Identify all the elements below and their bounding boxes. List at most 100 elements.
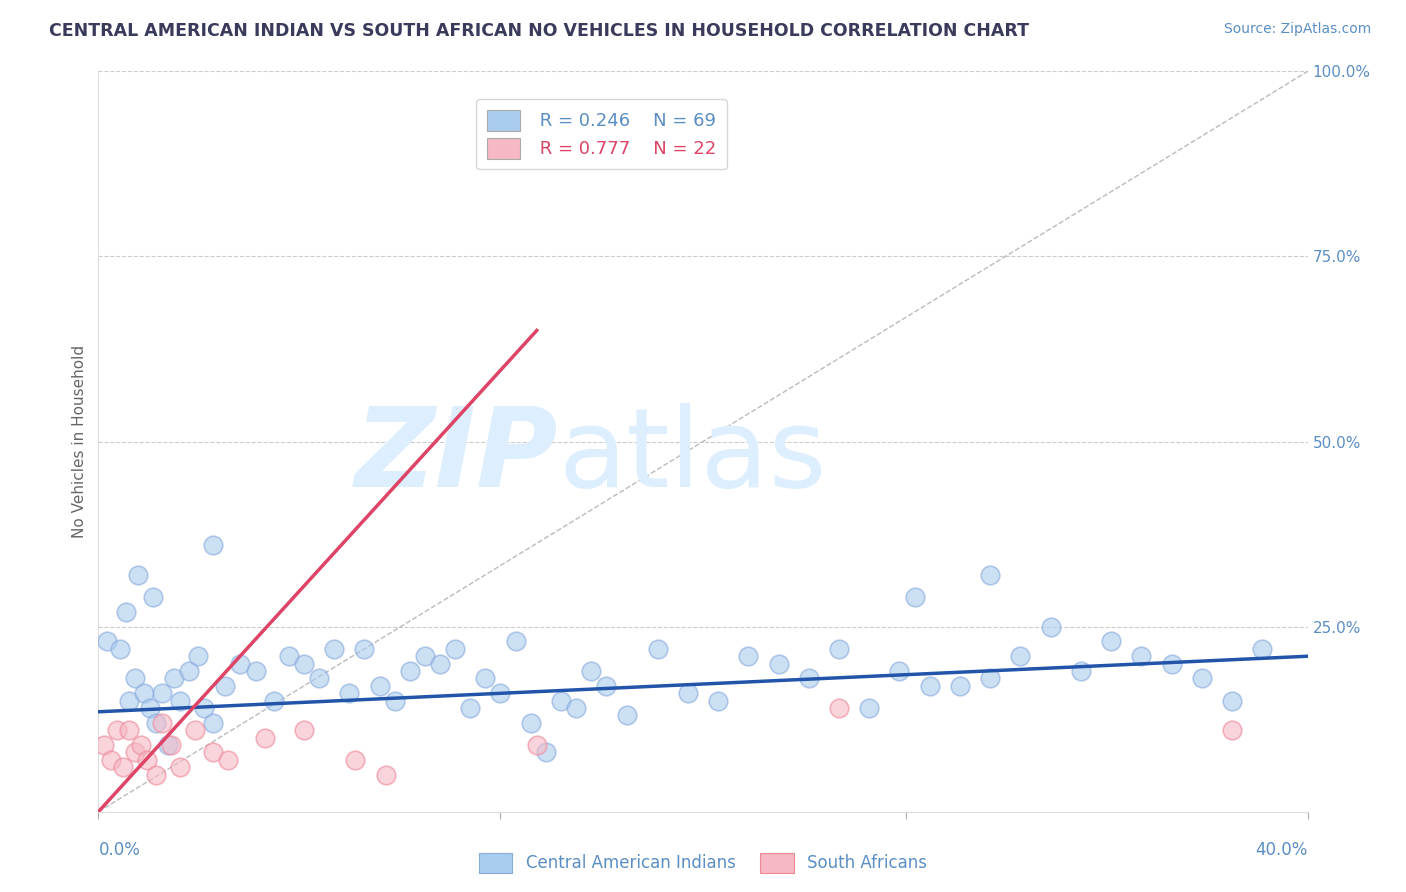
Point: [118, 694, 141, 708]
Point: [169, 694, 191, 708]
Point: [444, 641, 467, 656]
Point: [429, 657, 451, 671]
Point: [263, 694, 285, 708]
Point: [828, 641, 851, 656]
Text: atlas: atlas: [558, 403, 827, 510]
Point: [707, 694, 730, 708]
Point: [124, 746, 146, 760]
Point: [187, 649, 209, 664]
Point: [384, 694, 406, 708]
Point: [111, 760, 134, 774]
Point: [150, 715, 173, 730]
Point: [124, 672, 146, 686]
Point: [565, 701, 588, 715]
Point: [579, 664, 602, 678]
Point: [979, 567, 1001, 582]
Point: [179, 664, 201, 678]
Point: [918, 679, 941, 693]
Text: Source: ZipAtlas.com: Source: ZipAtlas.com: [1223, 22, 1371, 37]
Point: [858, 701, 880, 715]
Point: [93, 738, 115, 752]
Point: [118, 723, 141, 738]
Point: [214, 679, 236, 693]
Point: [292, 723, 315, 738]
Point: [889, 664, 911, 678]
Point: [145, 715, 167, 730]
Point: [534, 746, 557, 760]
Point: [96, 634, 118, 648]
Point: [337, 686, 360, 700]
Point: [142, 590, 165, 604]
Point: [156, 738, 179, 752]
Point: [616, 708, 638, 723]
Point: [217, 753, 239, 767]
Point: [1130, 649, 1153, 664]
Point: [1160, 657, 1182, 671]
Point: [505, 634, 527, 648]
Point: [105, 723, 128, 738]
Point: [768, 657, 790, 671]
Point: [413, 649, 436, 664]
Point: [202, 538, 225, 552]
Point: [595, 679, 617, 693]
Point: [139, 701, 162, 715]
Point: [1039, 619, 1062, 633]
Point: [458, 701, 481, 715]
Point: [737, 649, 759, 664]
Point: [184, 723, 207, 738]
Point: [368, 679, 391, 693]
Text: ZIP: ZIP: [354, 403, 558, 510]
Y-axis label: No Vehicles in Household: No Vehicles in Household: [72, 345, 87, 538]
Point: [145, 767, 167, 781]
Point: [163, 672, 186, 686]
Point: [160, 738, 183, 752]
Point: [526, 738, 548, 752]
Point: [1191, 672, 1213, 686]
Point: [1220, 723, 1243, 738]
Point: [949, 679, 972, 693]
Point: [904, 590, 927, 604]
Point: [308, 672, 330, 686]
Point: [245, 664, 267, 678]
Point: [1099, 634, 1122, 648]
Text: 0.0%: 0.0%: [98, 841, 141, 859]
Point: [202, 746, 225, 760]
Point: [550, 694, 572, 708]
Text: CENTRAL AMERICAN INDIAN VS SOUTH AFRICAN NO VEHICLES IN HOUSEHOLD CORRELATION CH: CENTRAL AMERICAN INDIAN VS SOUTH AFRICAN…: [49, 22, 1029, 40]
Point: [132, 686, 155, 700]
Point: [647, 641, 669, 656]
Point: [108, 641, 131, 656]
Point: [323, 641, 346, 656]
Point: [374, 767, 396, 781]
Point: [979, 672, 1001, 686]
Text: 40.0%: 40.0%: [1256, 841, 1308, 859]
Point: [253, 731, 276, 745]
Legend:  R = 0.246    N = 69,  R = 0.777    N = 22: R = 0.246 N = 69, R = 0.777 N = 22: [477, 99, 727, 169]
Point: [292, 657, 315, 671]
Point: [150, 686, 173, 700]
Point: [202, 715, 225, 730]
Legend: Central American Indians, South Africans: Central American Indians, South Africans: [472, 847, 934, 880]
Point: [398, 664, 420, 678]
Point: [797, 672, 820, 686]
Point: [277, 649, 299, 664]
Point: [129, 738, 152, 752]
Point: [229, 657, 252, 671]
Point: [1010, 649, 1032, 664]
Point: [676, 686, 699, 700]
Point: [193, 701, 215, 715]
Point: [489, 686, 512, 700]
Point: [344, 753, 367, 767]
Point: [1220, 694, 1243, 708]
Point: [1251, 641, 1274, 656]
Point: [474, 672, 496, 686]
Point: [828, 701, 851, 715]
Point: [135, 753, 157, 767]
Point: [127, 567, 149, 582]
Point: [519, 715, 541, 730]
Point: [100, 753, 122, 767]
Point: [353, 641, 375, 656]
Point: [114, 605, 136, 619]
Point: [1070, 664, 1092, 678]
Point: [169, 760, 191, 774]
